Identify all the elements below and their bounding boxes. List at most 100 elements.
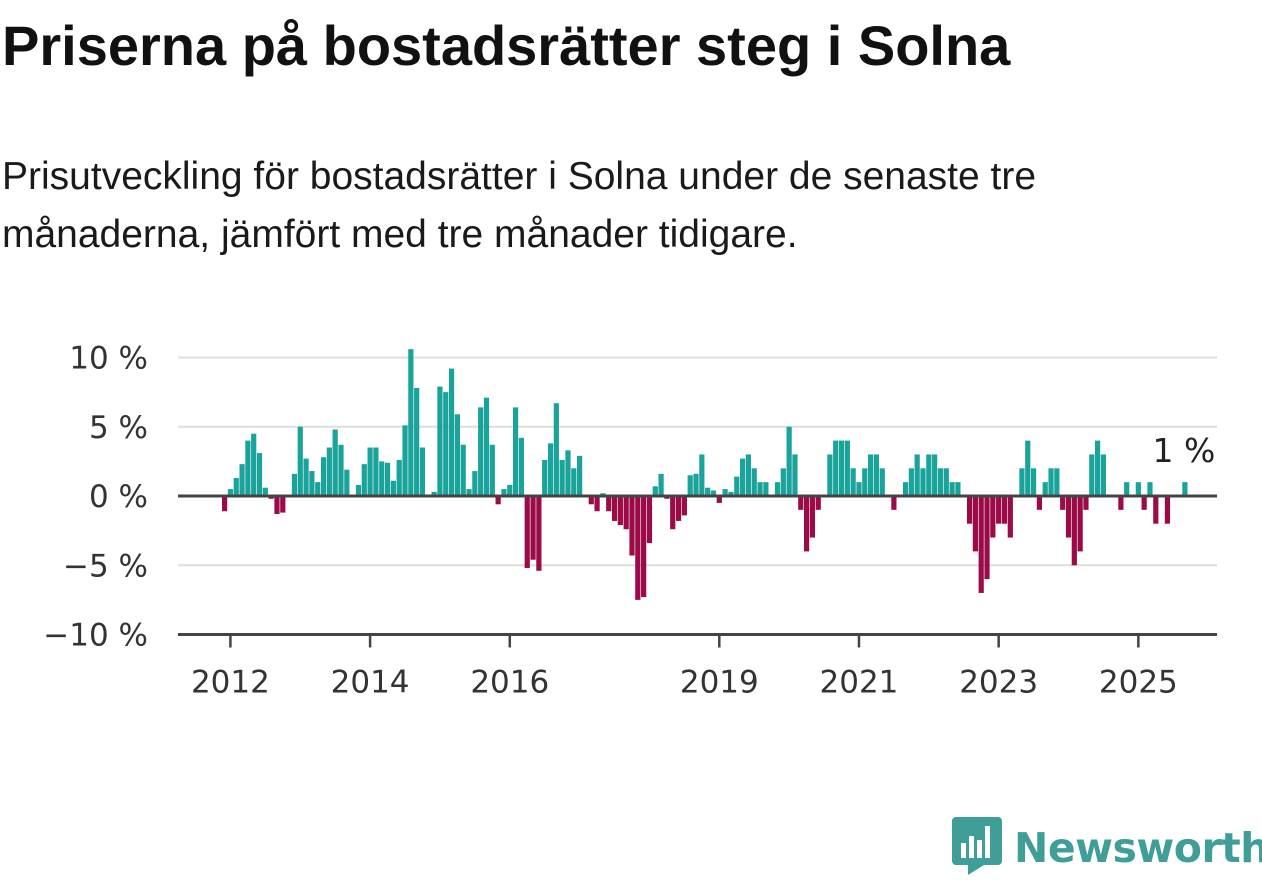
bar: [751, 468, 757, 496]
bar: [827, 454, 833, 496]
bar: [868, 454, 874, 496]
bar: [594, 496, 600, 512]
bar: [937, 468, 944, 496]
bar: [1100, 454, 1107, 496]
bar: [943, 468, 949, 496]
bar: [1048, 468, 1054, 496]
bar: [635, 496, 641, 600]
bar: [844, 440, 850, 496]
bar: [641, 496, 647, 598]
bar: [1071, 496, 1077, 566]
bar: [559, 459, 565, 496]
bar: [419, 447, 426, 496]
bar: [786, 426, 792, 496]
newsworthy-brand[interactable]: Newsworthy: [952, 816, 1262, 878]
bar: [367, 447, 373, 496]
bar: [495, 496, 501, 505]
bar: [565, 450, 571, 496]
bar: [408, 349, 414, 496]
bar: [437, 386, 443, 496]
bar: [536, 496, 542, 571]
y-tick-label: −5 %: [63, 548, 148, 584]
bar: [280, 496, 286, 513]
bar: [1036, 496, 1042, 510]
y-tick-label: 5 %: [89, 410, 148, 446]
grid-lines: [178, 356, 1217, 567]
bar: [804, 496, 810, 552]
bar: [675, 496, 682, 521]
x-tick-label: 2016: [470, 665, 549, 701]
bar: [222, 496, 228, 512]
bar: [513, 407, 519, 496]
bar: [390, 480, 396, 496]
bar: [902, 482, 909, 496]
bar: [739, 458, 746, 497]
bar: [466, 489, 472, 496]
bar: [501, 489, 507, 496]
bar: [856, 482, 862, 496]
bar: [478, 407, 484, 496]
bar: [617, 496, 623, 526]
bar: [652, 486, 658, 496]
last-value-annotation: 1 %: [1152, 431, 1215, 470]
bar: [681, 496, 687, 516]
bar: [344, 469, 350, 496]
bar: [524, 496, 530, 569]
bar: [338, 444, 344, 496]
bar: [879, 468, 885, 496]
bar: [984, 496, 990, 580]
bar: [972, 496, 978, 552]
bar: [472, 471, 478, 496]
bar: [606, 496, 612, 512]
bar: [920, 468, 926, 496]
bar-chart: 10 % 5 % 0 % −5 % −10 % 2012 2014 2016 2019 2021 2…: [43, 341, 1217, 701]
bar: [227, 489, 234, 496]
bar: [757, 482, 763, 496]
chart-title: Priserna på bostadsrätter steg i Solna: [2, 14, 1011, 77]
x-tick-label: 2023: [959, 665, 1038, 701]
bar: [978, 496, 984, 593]
bar: [530, 496, 536, 560]
bar: [699, 454, 705, 496]
bar: [710, 490, 717, 496]
bar: [693, 473, 699, 496]
bar: [274, 496, 280, 514]
x-tick-label: 2021: [820, 665, 899, 701]
bar: [629, 496, 635, 556]
bar: [716, 496, 722, 503]
bar: [431, 491, 437, 496]
bar: [507, 484, 513, 496]
bar: [833, 440, 839, 496]
bar: [809, 496, 816, 538]
bar: [379, 461, 385, 497]
bar: [297, 426, 303, 496]
bar: [1030, 468, 1037, 496]
bars: [222, 349, 1188, 600]
bar: [414, 387, 420, 496]
bar: [646, 496, 653, 544]
x-tick-label: 2019: [680, 665, 759, 701]
bar: [355, 484, 362, 496]
bar: [780, 468, 786, 496]
bar: [966, 496, 973, 524]
axes: 10 % 5 % 0 % −5 % −10 % 2012 2014 2016 2019 2021 2…: [43, 341, 1217, 701]
bar: [303, 458, 309, 497]
bar: [577, 455, 583, 496]
bar: [1019, 468, 1025, 496]
bar: [996, 496, 1002, 524]
bar: [1042, 482, 1048, 496]
bar: [542, 459, 548, 496]
bar: [705, 487, 711, 496]
bar: [763, 482, 769, 496]
bar: [687, 475, 693, 496]
bar: [588, 496, 594, 505]
bar: [658, 473, 664, 496]
bar: [932, 454, 938, 496]
bar: [396, 459, 402, 496]
bar: [734, 476, 740, 496]
bar: [1124, 482, 1130, 496]
bar: [384, 462, 391, 496]
bar: [454, 414, 460, 496]
bar: [1153, 496, 1159, 524]
bar: [862, 468, 868, 496]
